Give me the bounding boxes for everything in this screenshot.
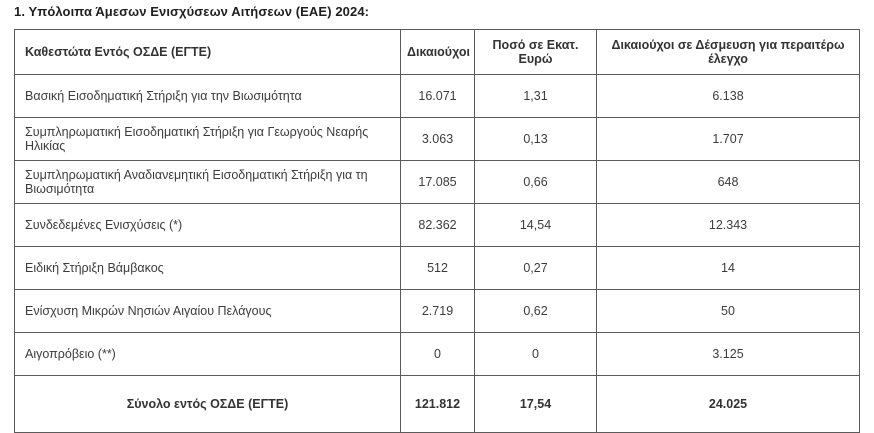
table-row: Βασική Εισοδηματική Στήριξη για την Βιωσ… [14,74,860,118]
beneficiaries-cell: 17.085 [400,160,475,204]
amount-cell: 14,54 [474,203,597,247]
amount-cell: 0,13 [474,117,597,161]
scheme-cell: Ειδική Στήριξη Βάμβακος [14,246,401,290]
column-header-scheme: Καθεστώτα Εντός ΟΣΔΕ (ΕΓΤΕ) [14,29,401,75]
scheme-cell: Συμπληρωματική Αναδιανεμητική Εισοδηματι… [14,160,401,204]
beneficiaries-cell: 82.362 [400,203,475,247]
page-title: 1. Υπόλοιπα Άμεσων Ενισχύσεων Αιτήσεων (… [14,4,370,19]
column-header-beneficiaries: Δικαιούχοι [400,29,475,75]
scheme-cell: Βασική Εισοδηματική Στήριξη για την Βιωσ… [14,74,401,118]
total-beneficiaries-cell: 121.812 [400,375,475,433]
amount-cell: 0,62 [474,289,597,333]
under-review-cell: 1.707 [596,117,860,161]
scheme-cell: Συμπληρωματική Εισοδηματική Στήριξη για … [14,117,401,161]
column-header-under-review: Δικαιούχοι σε Δέσμευση για περαιτέρω έλε… [596,29,860,75]
table-total-row: Σύνολο εντός ΟΣΔΕ (ΕΓΤΕ) 121.812 17,54 2… [14,375,860,433]
total-amount-cell: 17,54 [474,375,597,433]
under-review-cell: 50 [596,289,860,333]
under-review-cell: 12.343 [596,203,860,247]
total-under-review-cell: 24.025 [596,375,860,433]
scheme-cell: Ενίσχυση Μικρών Νησιών Αιγαίου Πελάγους [14,289,401,333]
table-row: Συμπληρωματική Αναδιανεμητική Εισοδηματι… [14,160,860,204]
amount-cell: 0,66 [474,160,597,204]
under-review-cell: 6.138 [596,74,860,118]
under-review-cell: 3.125 [596,332,860,376]
table-header-row: Καθεστώτα Εντός ΟΣΔΕ (ΕΓΤΕ) Δικαιούχοι Π… [14,29,860,75]
total-label-cell: Σύνολο εντός ΟΣΔΕ (ΕΓΤΕ) [14,375,401,433]
table-row: Ενίσχυση Μικρών Νησιών Αιγαίου Πελάγους … [14,289,860,333]
table-row: Συνδεδεμένες Ενισχύσεις (*) 82.362 14,54… [14,203,860,247]
amount-cell: 1,31 [474,74,597,118]
amount-cell: 0 [474,332,597,376]
under-review-cell: 14 [596,246,860,290]
table-row: Αιγοπρόβειο (**) 0 0 3.125 [14,332,860,376]
beneficiaries-cell: 3.063 [400,117,475,161]
table-row: Συμπληρωματική Εισοδηματική Στήριξη για … [14,117,860,161]
column-header-amount: Ποσό σε Εκατ. Ευρώ [474,29,597,75]
scheme-cell: Συνδεδεμένες Ενισχύσεις (*) [14,203,401,247]
direct-aid-balances-table: Καθεστώτα Εντός ΟΣΔΕ (ΕΓΤΕ) Δικαιούχοι Π… [14,29,860,433]
beneficiaries-cell: 16.071 [400,74,475,118]
beneficiaries-cell: 512 [400,246,475,290]
amount-cell: 0,27 [474,246,597,290]
beneficiaries-cell: 0 [400,332,475,376]
under-review-cell: 648 [596,160,860,204]
scheme-cell: Αιγοπρόβειο (**) [14,332,401,376]
table-row: Ειδική Στήριξη Βάμβακος 512 0,27 14 [14,246,860,290]
beneficiaries-cell: 2.719 [400,289,475,333]
